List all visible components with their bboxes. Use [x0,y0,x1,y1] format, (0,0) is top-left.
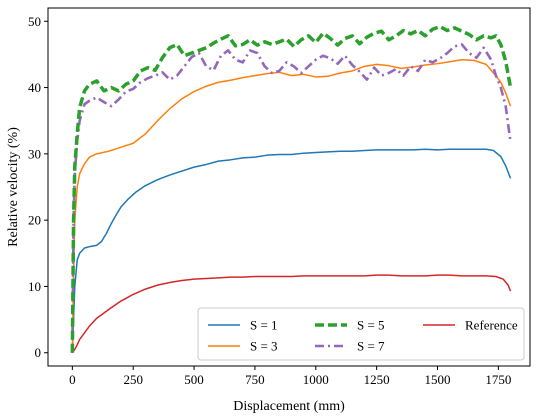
x-tick-label: 250 [123,372,143,387]
y-tick-label: 10 [28,279,41,294]
plot-frame [47,7,531,367]
series-line-s-3 [71,58,512,353]
legend-label-s-5: S = 5 [357,318,385,333]
x-tick-label: 0 [69,372,76,387]
y-tick-label: 30 [28,146,41,161]
y-tick-label: 50 [28,14,41,29]
legend-label-s-1: S = 1 [250,318,278,333]
x-tick-label: 1000 [303,372,329,387]
legend-label-s-7: S = 7 [357,339,385,354]
series-line-s-7 [71,43,512,353]
series-line-s-1 [71,148,512,353]
x-tick-label: 1750 [485,372,511,387]
x-axis-label: Displacement (mm) [233,399,345,414]
y-axis-label: Relative velocity (%) [6,127,21,247]
y-tick-label: 20 [28,213,41,228]
x-tick-label: 500 [184,372,204,387]
series-line-s-5 [70,24,513,353]
y-tick-label: 40 [28,80,41,95]
x-tick-label: 750 [245,372,265,387]
legend-label-s-3: S = 3 [250,339,278,354]
x-tick-label: 1250 [364,372,390,387]
series-line-reference [71,274,512,354]
y-tick-label: 0 [35,345,42,360]
legend-box [197,307,525,361]
x-tick-label: 1500 [424,372,450,387]
legend-label-reference: Reference [465,318,518,333]
